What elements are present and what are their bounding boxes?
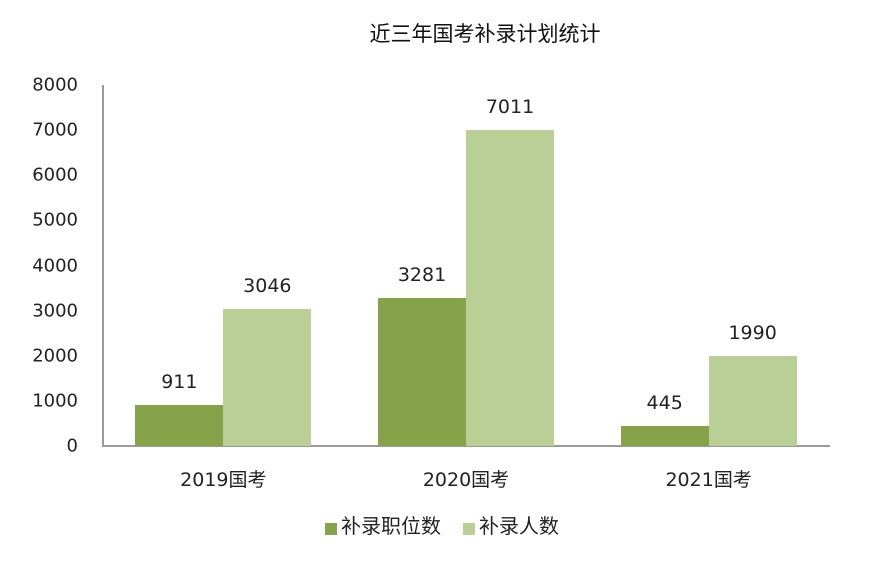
y-tick-label: 2000 [32, 345, 78, 367]
bar-positions-1 [378, 297, 466, 446]
bar-people-0 [223, 308, 312, 446]
data-label: 3046 [243, 274, 292, 297]
bar-people-1 [466, 129, 554, 446]
legend: 补录职位数 补录人数 [0, 510, 884, 539]
legend-swatch-dark-green [325, 522, 337, 535]
chart-title: 近三年国考补录计划统计 [369, 22, 601, 46]
x-axis-line [102, 445, 830, 447]
y-tick-label: 1000 [32, 390, 78, 412]
bar-positions-0 [135, 404, 224, 446]
plot-area [102, 85, 830, 446]
data-label: 1990 [728, 322, 777, 345]
y-axis-line [102, 85, 104, 446]
x-tick-label: 2020国考 [422, 469, 510, 491]
legend-label: 补录职位数 [341, 514, 441, 538]
x-tick-label: 2021国考 [665, 469, 752, 491]
y-tick-label: 6000 [32, 164, 78, 186]
x-tick-label: 2019国考 [180, 469, 267, 491]
legend-label: 补录人数 [479, 514, 559, 538]
y-tick-label: 0 [66, 435, 78, 457]
y-tick-label: 8000 [32, 74, 78, 96]
data-label: 7011 [485, 95, 535, 118]
legend-swatch-light-green [463, 522, 475, 535]
y-tick-label: 3000 [32, 300, 78, 322]
y-tick-label: 5000 [32, 209, 78, 231]
bar-positions-2 [620, 425, 709, 446]
legend-item-positions: 补录职位数 [325, 510, 441, 539]
data-label: 911 [161, 370, 198, 393]
y-tick-label: 4000 [32, 255, 78, 276]
bar-people-2 [708, 356, 797, 446]
y-tick-label: 7000 [32, 119, 78, 141]
data-label: 445 [646, 391, 683, 414]
legend-item-people: 补录人数 [463, 510, 559, 539]
data-label: 3281 [397, 263, 447, 286]
